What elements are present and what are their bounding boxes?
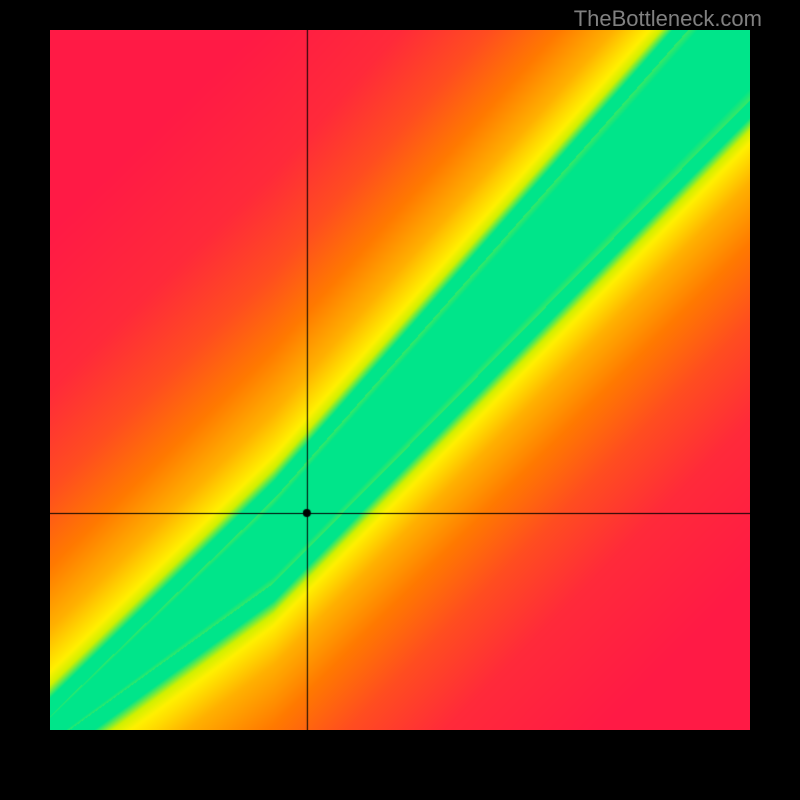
watermark-text: TheBottleneck.com <box>574 6 762 32</box>
heatmap-canvas <box>50 30 750 730</box>
plot-area <box>50 30 750 730</box>
chart-container: TheBottleneck.com <box>0 0 800 800</box>
